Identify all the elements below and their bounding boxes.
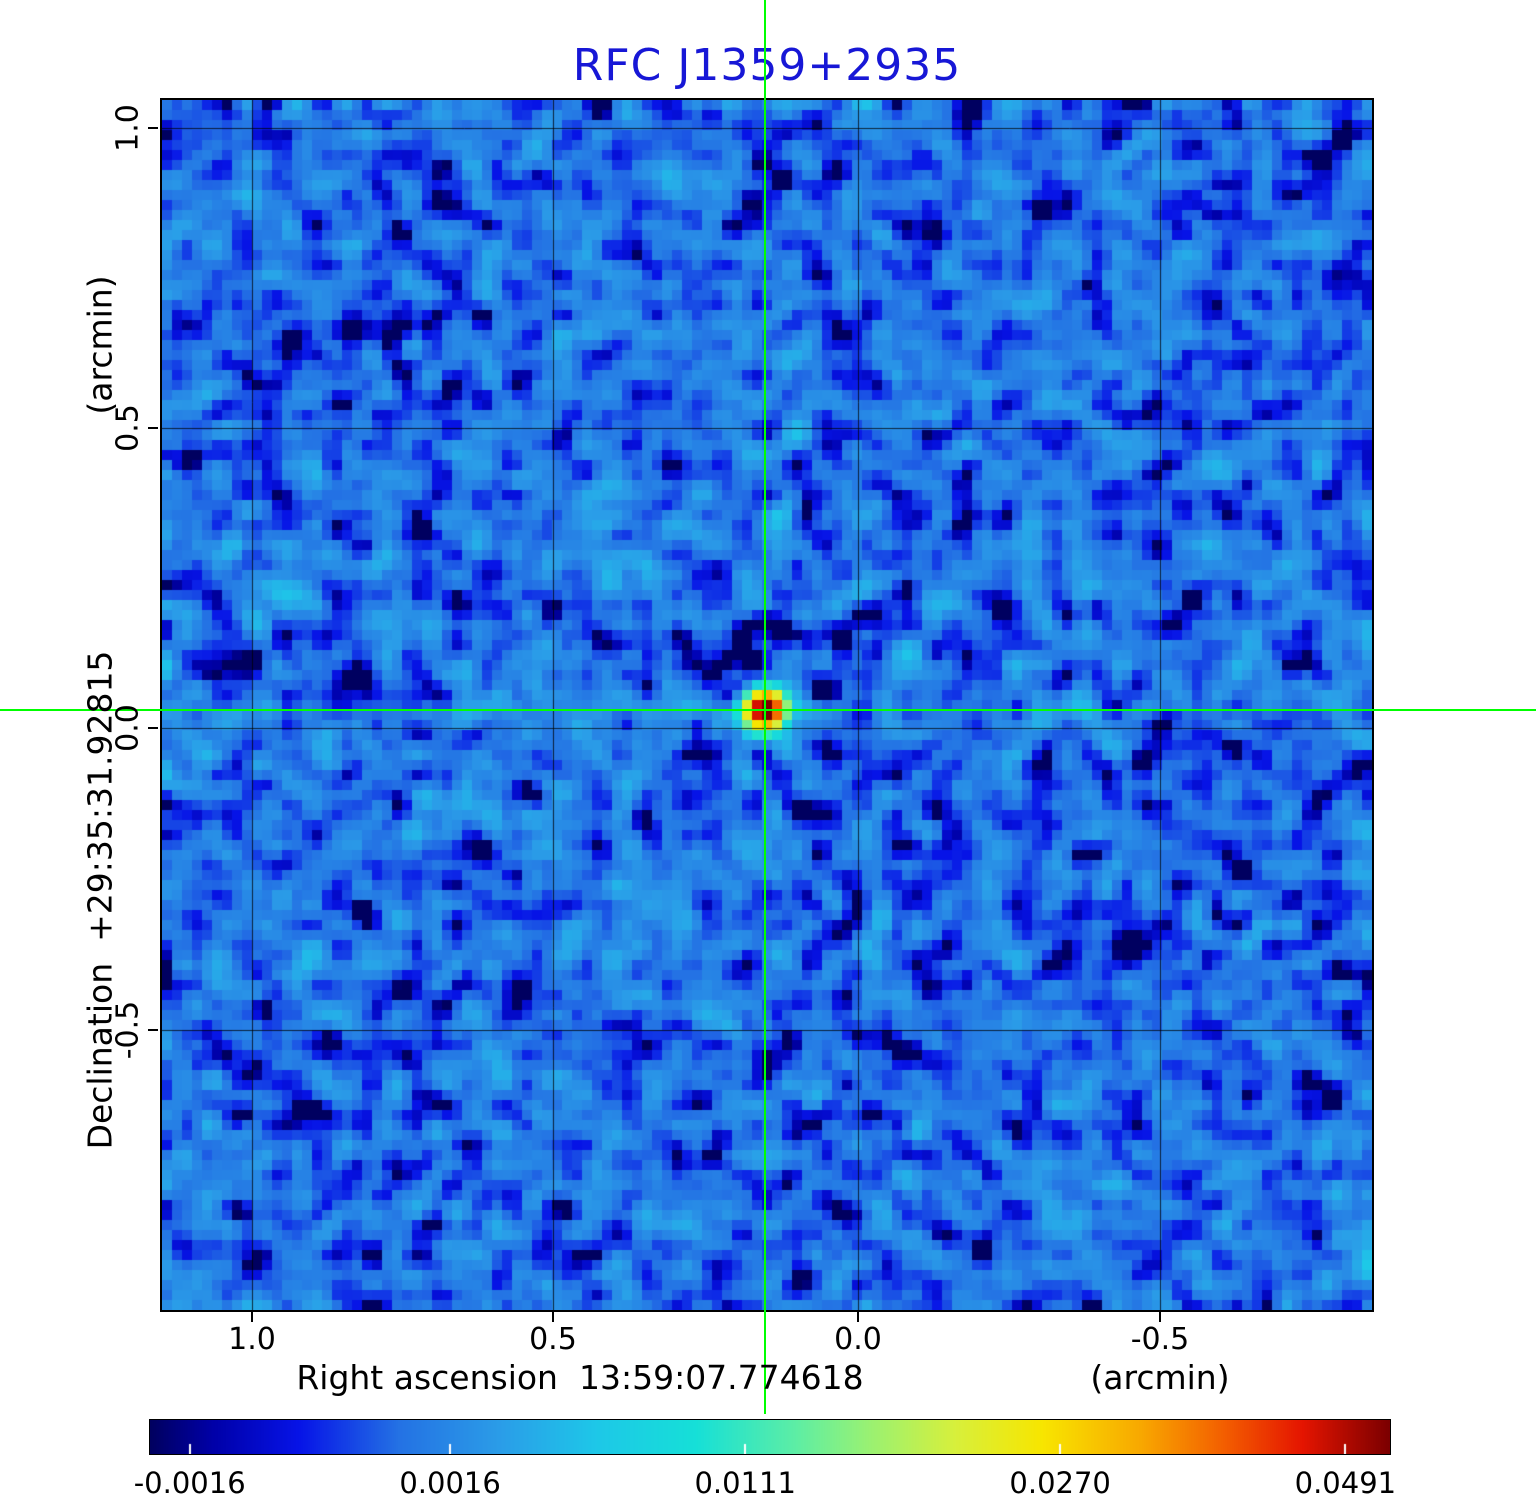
y-tick-label: 1.0 <box>110 104 146 152</box>
y-tick-label: -0.5 <box>110 1000 146 1060</box>
x-tick-label: -0.5 <box>1130 1322 1190 1357</box>
y-axis-unit: (arcmin) <box>80 275 120 415</box>
colorbar-label: 0.0491 <box>1294 1466 1397 1500</box>
colorbar-label: 0.0270 <box>1009 1466 1111 1500</box>
colorbar-label: 0.0111 <box>694 1466 796 1500</box>
y-axis-tick <box>148 126 158 129</box>
x-axis-label: Right ascension <box>296 1358 558 1397</box>
x-axis-tick <box>251 1312 254 1322</box>
x-axis-title: Right ascension 13:59:07.774618 <box>296 1358 863 1397</box>
colorbar-label: 0.0016 <box>399 1466 501 1500</box>
x-axis-tick <box>1159 1312 1161 1322</box>
sky-map-canvas <box>160 98 1374 1312</box>
crosshair-vertical-line <box>763 0 766 1414</box>
y-axis-tick <box>148 427 158 430</box>
crosshair-horizontal-line <box>0 708 1536 711</box>
colorbar-canvas <box>149 1419 1391 1455</box>
x-tick-label: 1.0 <box>228 1322 276 1357</box>
y-axis-tick <box>148 726 158 729</box>
y-axis-tick <box>148 1029 158 1031</box>
x-axis-unit: (arcmin) <box>1090 1358 1230 1397</box>
x-axis-value: 13:59:07.774618 <box>578 1358 864 1397</box>
y-tick-label: 0.5 <box>110 404 146 452</box>
x-axis-tick <box>551 1312 554 1322</box>
y-axis-value: +29:35:31.92815 <box>80 650 120 942</box>
x-tick-label: 0.5 <box>529 1322 577 1357</box>
x-axis-tick <box>856 1312 859 1322</box>
x-tick-label: 0.0 <box>834 1322 882 1357</box>
colorbar-label: -0.0016 <box>133 1466 246 1500</box>
y-tick-label: 0.0 <box>110 704 146 752</box>
plot-title: RFC J1359+2935 <box>572 40 962 91</box>
